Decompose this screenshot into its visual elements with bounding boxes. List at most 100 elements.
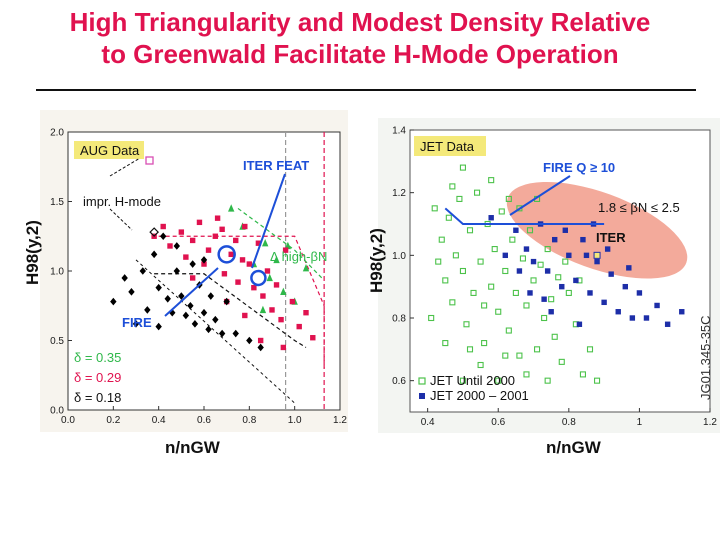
jet-point-square-filled: [622, 283, 628, 290]
jet-point-square-open: [445, 214, 452, 221]
jet-point-square-open: [519, 255, 526, 262]
aug-point-diamond: [218, 329, 226, 338]
jet-point-square-filled: [587, 290, 593, 296]
jet-point-square-open: [449, 299, 456, 306]
jet-y-axis-label: H98(y,2): [367, 228, 386, 293]
jet-point-square-filled: [552, 236, 558, 243]
aug-point-diamond: [191, 320, 199, 328]
jet-point-square-open: [438, 236, 445, 243]
aug-point-square: [219, 226, 225, 232]
annotation-fire-q10: FIRE Q ≥ 10: [543, 160, 615, 175]
aug-point-square: [212, 233, 219, 239]
aug-y-axis-label: H98(y,2): [23, 220, 42, 285]
jet-point-square-open: [544, 246, 551, 253]
annotation-high-beta: Δ high-βN: [270, 249, 327, 264]
aug-chart: 0.0 0.2 0.4 0.6 0.8 1.0 1.2 0.0 0.5 1.0 1.5 2.0 AUG…: [23, 110, 348, 457]
jet-point-square-open: [502, 352, 509, 359]
jet-legend-new: JET 2000 – 2001: [430, 388, 529, 403]
jet-point-square-open: [558, 358, 565, 365]
aug-iter-point: [250, 269, 267, 287]
aug-point-square: [242, 312, 248, 319]
aug-impr-hmode-point: [149, 227, 159, 237]
aug-pink-marker: [145, 156, 154, 165]
jet-point-square-filled: [527, 290, 533, 296]
aug-fire-point: [217, 245, 236, 264]
jet-point-square-open: [466, 346, 474, 353]
jet-point-square-open: [579, 371, 586, 378]
jet-iter-point: [593, 251, 601, 259]
jet-point-square-open: [530, 277, 537, 284]
jet-chart: 0.4 0.6 0.8 1 1.2 0.6 0.8 1.0 1.2 1.4 JET Data FI…: [367, 118, 720, 457]
aug-point-square: [255, 240, 262, 246]
jet-point-square-filled: [488, 215, 494, 221]
jet-y-tick-label: 1.0: [392, 251, 406, 262]
aug-point-diamond: [169, 308, 176, 317]
aug-point-diamond: [121, 274, 128, 282]
jet-point-square-open: [523, 302, 530, 309]
aug-point-diamond: [207, 292, 214, 300]
jet-point-square-filled: [523, 246, 530, 252]
aug-point-square: [280, 344, 287, 351]
aug-title-box: [74, 141, 144, 159]
annotation-iter-feat: ITER FEAT: [243, 158, 309, 173]
jet-point-square-filled: [566, 252, 572, 259]
aug-x-tick-label: 0.6: [197, 415, 211, 426]
jet-point-square-filled: [601, 299, 607, 306]
jet-point-square-open: [442, 340, 449, 347]
jet-point-square-filled: [664, 321, 671, 327]
jet-point-square-open: [523, 371, 530, 378]
aug-point-square: [205, 247, 212, 253]
aug-point-triangle: [280, 287, 287, 296]
annotation-beta-range: 1.8 ≤ βN ≤ 2.5: [598, 200, 680, 215]
jet-point-square-filled: [562, 227, 568, 233]
jet-x-tick-label: 0.6: [491, 417, 505, 428]
aug-point-diamond: [205, 325, 212, 334]
impr-arrow-line: [109, 157, 141, 177]
title-line-1: High Triangularity and Modest Density Re…: [69, 7, 651, 37]
annotation-impr-hmode: impr. H-mode: [83, 194, 161, 209]
aug-point-square: [273, 282, 280, 288]
aug-point-square: [189, 275, 196, 281]
aug-point-diamond: [173, 267, 180, 275]
aug-x-tick-label: 1.0: [288, 415, 302, 426]
aug-point-diamond: [144, 306, 151, 314]
jet-point-square-open: [516, 352, 523, 359]
fire-q10-curve: [444, 207, 605, 225]
aug-point-triangle: [284, 241, 292, 250]
jet-point-square-open: [594, 377, 601, 384]
jet-point-square-open: [534, 346, 541, 353]
jet-point-square-open: [526, 227, 534, 234]
jet-point-square-open: [505, 327, 512, 334]
aug-y-tick-label: 1.0: [50, 267, 64, 278]
aug-x-tick-label: 0.0: [61, 415, 75, 426]
aug-x-tick-label: 0.4: [152, 415, 166, 426]
aug-point-square: [310, 335, 316, 341]
jet-point-square-open: [509, 236, 516, 243]
jet-x-tick-label: 0.4: [421, 417, 435, 428]
jet-point-square-open: [449, 183, 456, 190]
aug-point-square: [189, 237, 196, 244]
jet-point-square-filled: [502, 252, 508, 259]
jet-point-square-open: [586, 346, 594, 353]
slide-title: High Triangularity and Modest Density Re…: [0, 6, 720, 70]
aug-envelope-green: [237, 207, 323, 279]
aug-point-diamond: [132, 320, 140, 328]
jet-tick-labels: 0.4 0.6 0.8 1 1.2 0.6 0.8 1.0 1.2 1.4: [392, 126, 717, 429]
jet-point-square-filled: [629, 315, 636, 321]
jet-point-square-open: [477, 361, 484, 369]
aug-grid: [67, 131, 341, 411]
jet-point-square-open: [488, 283, 495, 290]
jet-title-box: [414, 136, 486, 156]
legend-delta-018: δ = 0.18: [74, 390, 121, 405]
aug-point-square: [260, 293, 266, 299]
aug-data-points: [110, 204, 316, 352]
jet-point-square-filled: [573, 277, 579, 284]
jet-point-square-filled: [654, 302, 660, 309]
aug-point-square: [233, 237, 239, 244]
iter-feat-arrow: [251, 173, 286, 269]
jet-point-square-open: [548, 296, 555, 303]
jet-point-square-open: [470, 289, 477, 296]
aug-x-axis-label: n/nGW: [165, 438, 221, 457]
aug-y-tick-label: 0.0: [50, 406, 64, 417]
jet-point-square-open: [477, 258, 484, 265]
